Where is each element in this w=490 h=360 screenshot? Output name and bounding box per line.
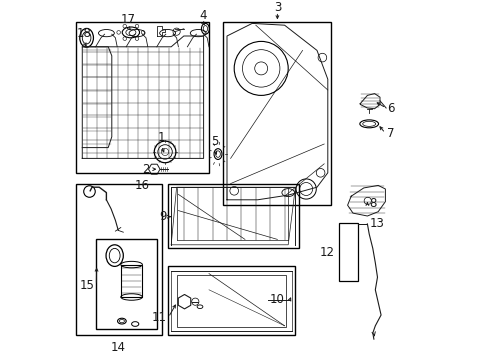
Bar (76, 184, 162, 335)
Bar (121, 265, 143, 297)
Text: 7: 7 (387, 127, 395, 140)
Text: 13: 13 (369, 217, 384, 230)
Text: 2: 2 (142, 163, 149, 176)
Text: 6: 6 (387, 102, 395, 114)
Text: 9: 9 (159, 210, 167, 223)
Text: 5: 5 (211, 135, 218, 148)
Bar (76, 22, 209, 173)
Text: 10: 10 (270, 293, 284, 306)
Bar (168, 266, 295, 335)
Text: 16: 16 (135, 179, 150, 192)
Text: 3: 3 (274, 1, 281, 14)
Text: 17: 17 (121, 13, 136, 26)
Text: 18: 18 (76, 27, 92, 40)
Text: 12: 12 (319, 246, 334, 259)
Text: 15: 15 (80, 279, 95, 292)
Bar (168, 184, 299, 248)
Text: 1: 1 (158, 131, 165, 144)
Bar (339, 223, 358, 281)
Text: 8: 8 (369, 197, 377, 210)
Text: 11: 11 (151, 311, 167, 324)
Bar (223, 22, 331, 205)
Bar (96, 239, 157, 329)
Bar (176, 275, 286, 327)
Text: 14: 14 (111, 341, 126, 354)
Text: 4: 4 (200, 9, 207, 22)
